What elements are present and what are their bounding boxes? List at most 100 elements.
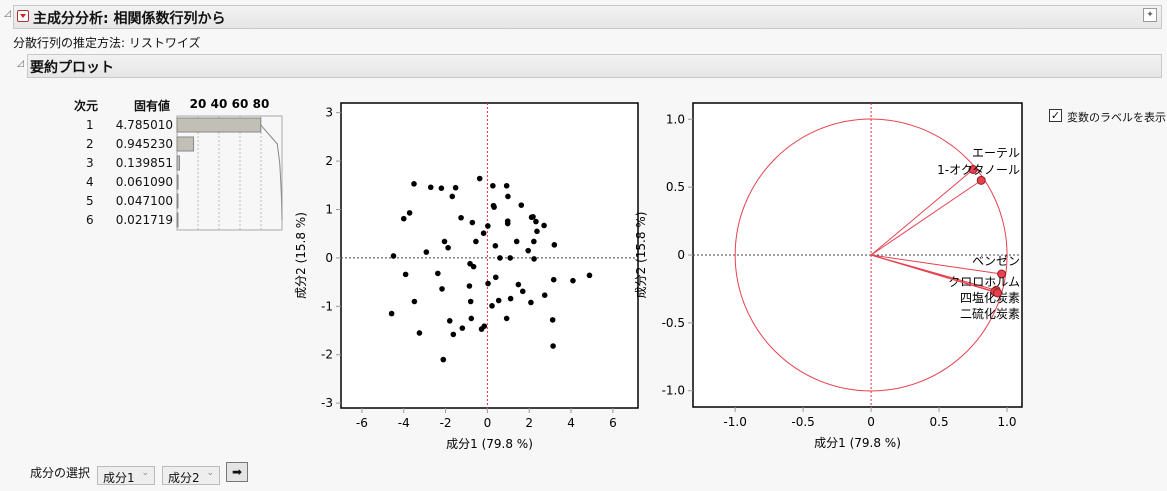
report-header	[13, 5, 1162, 29]
score-point[interactable]	[473, 238, 479, 245]
score-point[interactable]	[518, 202, 525, 208]
score-point[interactable]	[533, 218, 539, 225]
score-point[interactable]	[507, 295, 514, 302]
loading-arrowhead[interactable]	[993, 288, 1003, 298]
score-point[interactable]	[390, 253, 397, 259]
dim-cell: 2	[86, 137, 94, 151]
collapse-triangle-icon[interactable]: ◿	[4, 9, 11, 19]
score-point[interactable]	[440, 356, 447, 363]
score-point[interactable]	[438, 185, 445, 192]
loading-arrowhead[interactable]	[997, 269, 1007, 279]
go-arrow-button[interactable]: ➡	[226, 462, 248, 482]
score-point[interactable]	[503, 182, 510, 189]
score-point[interactable]	[525, 247, 531, 254]
component-y-value: 成分2	[168, 471, 200, 485]
score-point[interactable]	[470, 263, 477, 270]
col-header-dim: 次元	[74, 99, 99, 113]
score-point[interactable]	[449, 193, 456, 200]
score-point[interactable]	[400, 215, 407, 222]
score-point[interactable]	[411, 298, 418, 305]
pin-icon[interactable]: ✦	[1143, 8, 1157, 22]
loading-label: ベンゼン	[972, 254, 1020, 268]
red-triangle-menu-icon[interactable]	[17, 10, 29, 22]
score-point[interactable]	[481, 323, 488, 329]
x-tick-label: 0	[867, 415, 875, 429]
plot-frame	[340, 102, 639, 409]
score-point[interactable]	[467, 298, 474, 305]
score-point[interactable]	[402, 271, 409, 278]
score-point[interactable]	[441, 238, 448, 245]
score-point[interactable]	[490, 182, 496, 189]
score-point[interactable]	[503, 315, 510, 322]
score-point[interactable]	[550, 343, 556, 349]
score-point[interactable]	[439, 286, 445, 292]
score-point[interactable]	[492, 243, 499, 249]
plots: -6 -4 -2 0 2 4 6 -3 -2 -1 0 1 2 3 成分1 (79.8 %) 成分2 (15.…	[294, 102, 1023, 451]
percent-tick-label: 80	[253, 97, 270, 111]
x-tick-label: -2	[440, 416, 452, 430]
score-point[interactable]	[541, 222, 547, 229]
score-point[interactable]	[450, 331, 457, 338]
score-point[interactable]	[423, 249, 430, 255]
show-labels-checkbox[interactable]: ✓	[1049, 109, 1062, 122]
score-point[interactable]	[427, 184, 434, 191]
score-point[interactable]	[531, 256, 537, 262]
x-tick-label: -0.5	[791, 415, 814, 429]
score-point[interactable]	[458, 214, 464, 221]
score-point[interactable]	[406, 210, 413, 216]
loading-arrowhead[interactable]	[968, 165, 978, 174]
score-point[interactable]	[528, 299, 534, 306]
score-point[interactable]	[446, 318, 453, 324]
score-point[interactable]	[489, 303, 495, 309]
score-point[interactable]	[445, 244, 451, 251]
score-point[interactable]	[551, 242, 558, 248]
score-point[interactable]	[586, 272, 593, 279]
score-point[interactable]	[416, 330, 423, 336]
score-point[interactable]	[491, 204, 497, 210]
score-point[interactable]	[466, 283, 473, 289]
score-point[interactable]	[519, 288, 526, 295]
y-tick-label: 0.5	[666, 180, 685, 194]
score-point[interactable]	[468, 315, 475, 322]
score-point[interactable]	[480, 230, 487, 237]
score-point[interactable]	[485, 223, 491, 229]
collapse-triangle-icon[interactable]: ◿	[17, 59, 24, 69]
score-point[interactable]	[411, 181, 417, 187]
score-point[interactable]	[515, 281, 522, 288]
score-point[interactable]	[476, 175, 483, 182]
score-point[interactable]	[485, 280, 491, 287]
score-point[interactable]	[550, 276, 557, 283]
score-point[interactable]	[570, 277, 576, 284]
score-point[interactable]	[388, 310, 395, 317]
score-point[interactable]	[497, 255, 503, 261]
score-point[interactable]	[504, 220, 511, 227]
y-tick-label: 3	[325, 106, 333, 120]
x-tick-label: -4	[398, 416, 410, 430]
component-y-select[interactable]: 成分2 ⌄	[162, 466, 220, 485]
score-point[interactable]	[469, 219, 476, 226]
score-point[interactable]	[541, 292, 548, 298]
component-x-select[interactable]: 成分1 ⌄	[97, 466, 155, 485]
score-point[interactable]	[505, 193, 511, 200]
score-point[interactable]	[507, 255, 514, 261]
score-point[interactable]	[534, 228, 540, 235]
score-point[interactable]	[459, 325, 466, 331]
col-header-eigenvalue: 固有値	[134, 99, 171, 113]
section-title: 要約プロット	[30, 60, 114, 76]
section-header	[27, 54, 1162, 78]
score-point[interactable]	[531, 238, 537, 245]
loading-arrowhead[interactable]	[976, 175, 986, 185]
score-point[interactable]	[513, 238, 520, 245]
score-point[interactable]	[452, 184, 459, 191]
score-point[interactable]	[549, 317, 556, 323]
x-tick-label: 0.5	[930, 415, 949, 429]
score-point[interactable]	[435, 270, 441, 277]
score-point[interactable]	[530, 213, 536, 220]
dim-cell: 1	[86, 118, 94, 132]
dim-cell: 6	[86, 213, 94, 227]
y-axis-label: 成分2 (15.8 %)	[634, 212, 648, 299]
score-point[interactable]	[495, 297, 502, 304]
dim-cell: 3	[86, 156, 94, 170]
score-point[interactable]	[492, 274, 499, 281]
x-tick-label: 6	[609, 416, 617, 430]
